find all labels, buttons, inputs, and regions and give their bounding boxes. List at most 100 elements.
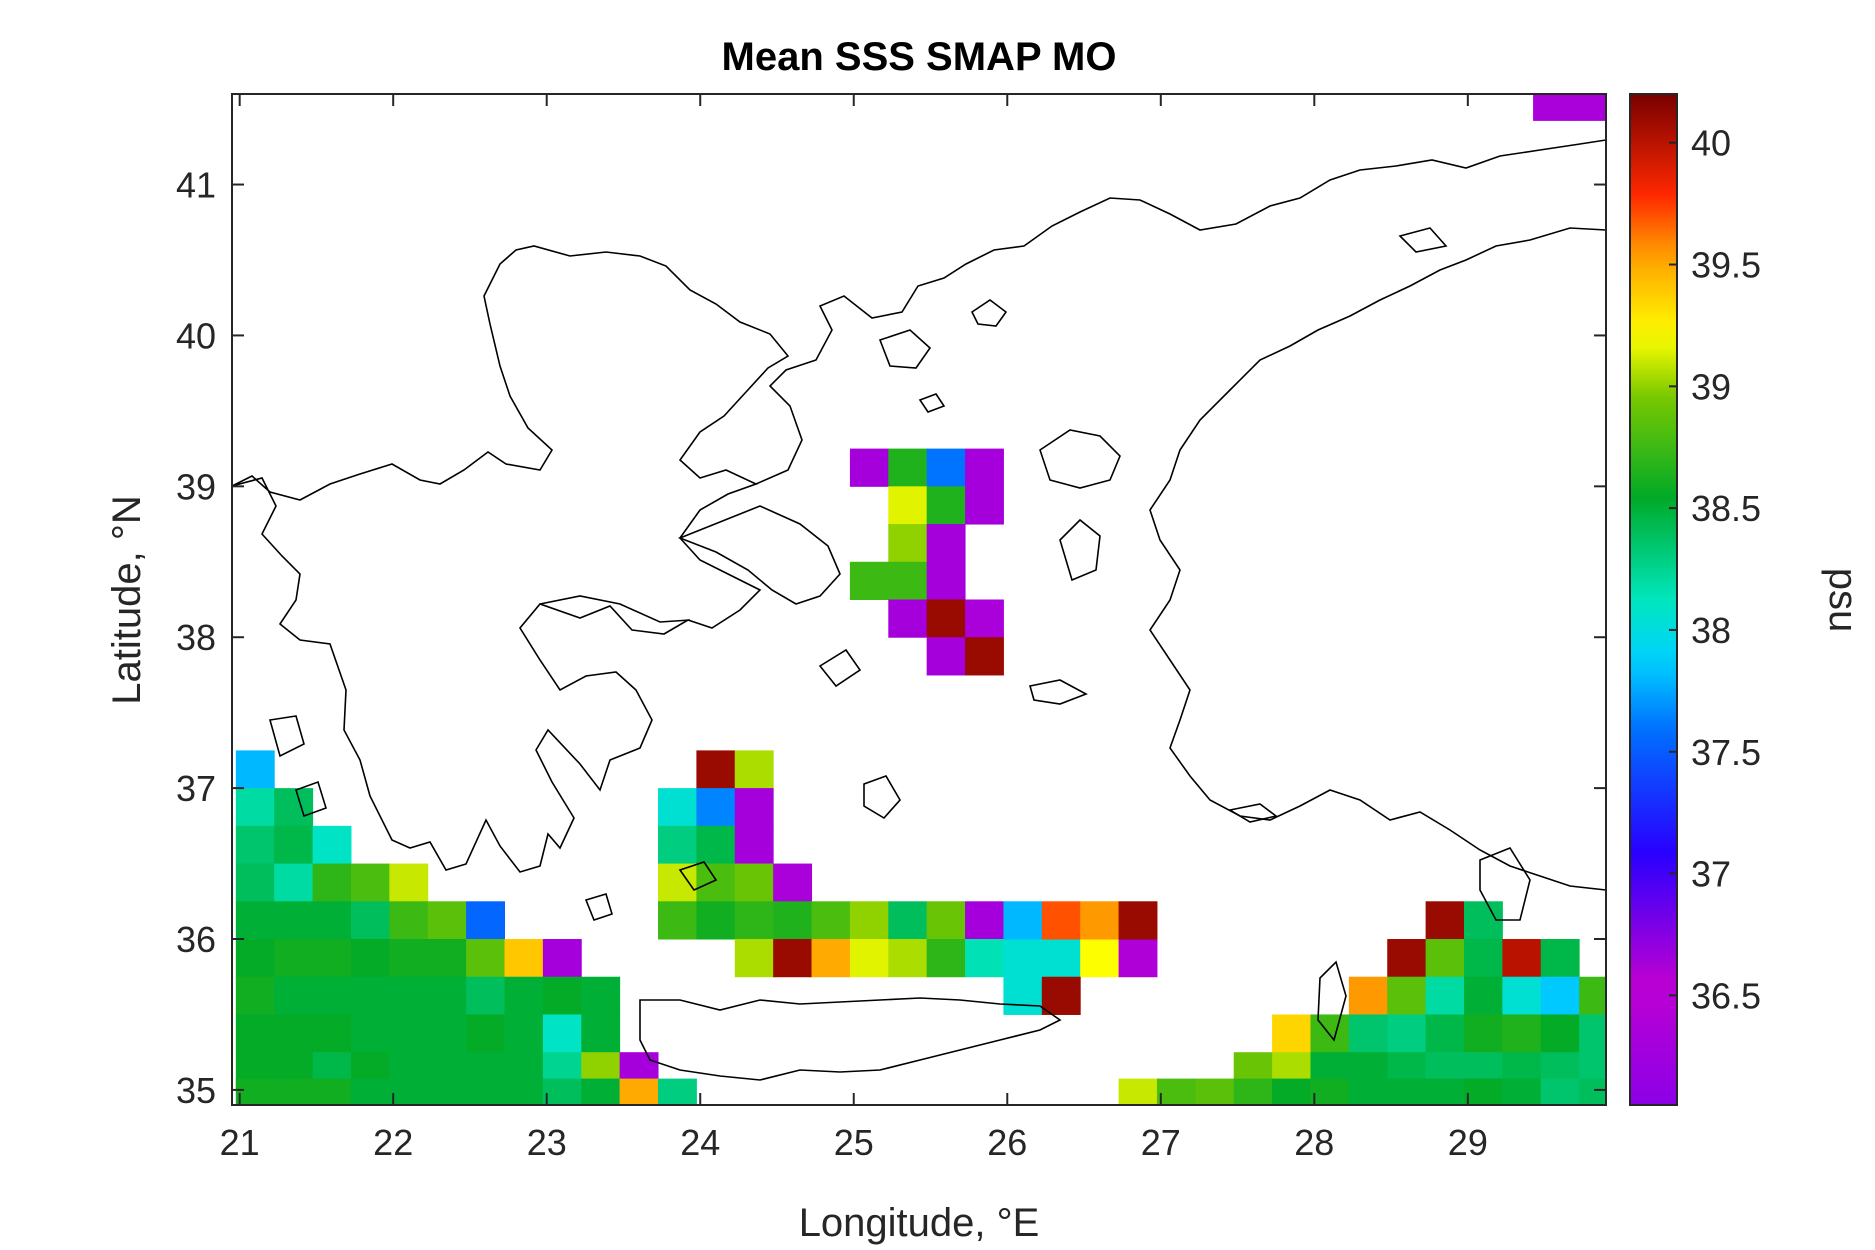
heatmap-cell (926, 637, 966, 676)
heatmap-cell (696, 863, 736, 902)
heatmap-cell (926, 599, 966, 638)
heatmap-cell (1041, 976, 1081, 1015)
heatmap-cell (849, 901, 889, 940)
heatmap-cell (1387, 1078, 1427, 1105)
heatmap-cell (350, 1014, 390, 1053)
heatmap-cell (235, 1078, 275, 1105)
heatmap-cell (581, 1014, 621, 1053)
heatmap-cell (1310, 1014, 1350, 1053)
heatmap-cell (1003, 901, 1043, 940)
coastline-kos (1227, 803, 1278, 823)
heatmap-cell (312, 976, 352, 1015)
heatmap-cell (1579, 976, 1606, 1015)
heatmap-cell (1425, 976, 1465, 1015)
heatmap-cell (696, 750, 736, 789)
heatmap-cell (965, 939, 1004, 978)
heatmap-cell (1571, 94, 1606, 121)
coastline-peloponnese-gulf (539, 595, 691, 623)
heatmap-cell (1502, 976, 1542, 1015)
heatmap-cell (1533, 94, 1572, 121)
y-axis-label: Latitude, °N (105, 495, 149, 704)
heatmap-cell (466, 976, 505, 1015)
x-tick-label: 27 (1141, 1122, 1181, 1163)
heatmap-cell (734, 825, 774, 865)
heatmap-cell (1348, 1078, 1388, 1105)
heatmap-cell (658, 788, 697, 827)
heatmap-cell (542, 1014, 582, 1053)
x-tick-label: 23 (527, 1122, 567, 1163)
heatmap-cell (466, 1014, 505, 1053)
heatmap-cell (274, 863, 314, 902)
coastline-kythira (584, 893, 613, 921)
colorbar (1629, 93, 1678, 1106)
heatmap-cell (734, 863, 774, 902)
heatmap-cell (542, 939, 582, 978)
coastline (232, 139, 1606, 1081)
heatmap-cell (235, 901, 275, 940)
heatmap-cell (274, 1078, 314, 1105)
heatmap-cell (350, 976, 390, 1015)
colorbar-tick-label: 37 (1691, 854, 1731, 895)
y-tick-label: 38 (176, 617, 216, 658)
heatmap-cell (965, 486, 1004, 525)
heatmap-cell (427, 976, 467, 1015)
heatmap-cell (350, 863, 390, 902)
heatmap-cell (504, 1014, 544, 1053)
heatmap-cell (1272, 1078, 1311, 1105)
coastline-crete (639, 997, 1062, 1081)
heatmap-cell (235, 1014, 275, 1053)
heatmap-cell (581, 1078, 621, 1105)
heatmap-cell (466, 901, 505, 940)
coastline-skiathos (918, 393, 946, 413)
heatmap-cell (350, 939, 390, 978)
heatmap-cell (926, 901, 966, 940)
heatmap-cell (849, 448, 889, 487)
heatmap-cell (1540, 1078, 1580, 1105)
heatmap-cell (466, 1078, 505, 1105)
coastline-chios (1059, 518, 1101, 582)
heatmap-cell (1540, 939, 1580, 978)
coastline-greek-mainland (232, 245, 790, 873)
heatmap-cell (1425, 901, 1465, 940)
heatmap-cell (1080, 901, 1120, 940)
heatmap-cell (658, 863, 697, 902)
heatmap-cell (504, 1078, 544, 1105)
heatmap-cell (1310, 1078, 1350, 1105)
coastline-zakynthos (295, 780, 327, 818)
heatmap-cells (235, 94, 1606, 1105)
heatmap-cell (849, 939, 889, 978)
heatmap-cell (888, 524, 928, 563)
x-axis-label: Longitude, °E (799, 1201, 1040, 1245)
colorbar-tick-label: 38 (1691, 610, 1731, 651)
heatmap-cell (926, 939, 966, 978)
heatmap-cell (427, 901, 467, 940)
colorbar-axis: 36.5 37 37.5 38 38.5 39 39.5 40 (1669, 123, 1761, 1016)
heatmap-cell (1272, 1014, 1311, 1053)
coastline-milos (678, 861, 718, 892)
heatmap-cell (811, 901, 851, 940)
heatmap-cell (350, 1078, 390, 1105)
heatmap-cell (696, 825, 736, 865)
heatmap-cell (235, 750, 275, 789)
chart-title: Mean SSS SMAP MO (722, 35, 1117, 79)
y-axis: 35 36 37 38 39 40 41 (176, 165, 1606, 1111)
x-tick-label: 21 (220, 1122, 260, 1163)
coastline-naxos (863, 775, 901, 820)
plot-frame (231, 93, 1607, 1106)
y-tick-label: 39 (176, 466, 216, 507)
heatmap-cell (312, 825, 352, 865)
heatmap-cell (235, 939, 275, 978)
heatmap-cell (1387, 939, 1427, 978)
heatmap-cell (504, 976, 544, 1015)
heatmap-cell (734, 939, 774, 978)
heatmap-cell (274, 825, 314, 865)
x-tick-label: 28 (1294, 1122, 1334, 1163)
heatmap-cell (235, 976, 275, 1015)
heatmap-cell (965, 448, 1004, 487)
heatmap-cell (312, 1078, 352, 1105)
heatmap-cell (504, 939, 544, 978)
heatmap-cell (1041, 901, 1081, 940)
heatmap-cell (926, 524, 966, 563)
heatmap-cell (581, 976, 621, 1015)
heatmap-cell (965, 599, 1004, 638)
